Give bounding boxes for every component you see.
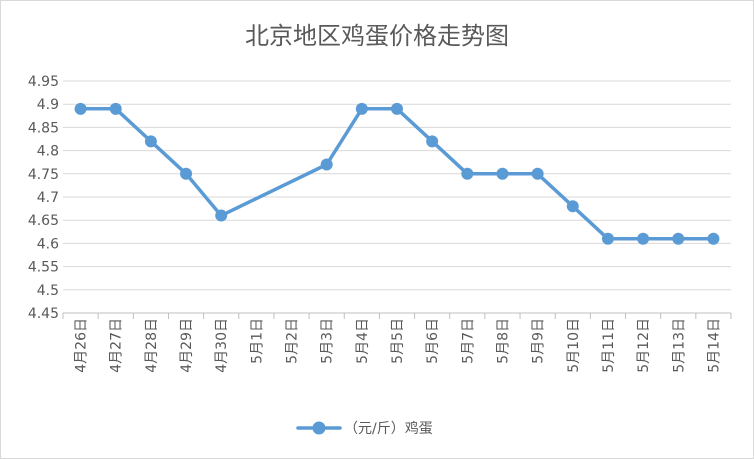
y-tick-label: 4.95: [28, 74, 59, 90]
x-tick-label: 5月3日: [320, 318, 336, 364]
data-point: [672, 232, 685, 245]
legend-label: （元/斤）鸡蛋: [344, 420, 433, 437]
legend: （元/斤）鸡蛋: [296, 420, 433, 437]
y-tick-label: 4.55: [28, 260, 59, 276]
x-tick-label: 5月9日: [531, 318, 547, 364]
legend-marker: [312, 421, 326, 435]
y-tick-label: 4.6: [37, 236, 59, 252]
x-tick-label: 5月14日: [706, 318, 722, 373]
y-axis-ticks: 4.45 4.5 4.55 4.6 4.65 4.7 4.75 4.8 4.85 4.9 4.95: [28, 74, 59, 322]
y-tick-label: 4.65: [28, 213, 59, 229]
x-tick-label: 4月28日: [144, 318, 160, 373]
data-point: [391, 102, 403, 115]
x-tick-label: 5月2日: [285, 318, 301, 364]
data-point: [215, 209, 228, 222]
series-layer: [74, 102, 720, 245]
data-point: [74, 102, 87, 115]
x-tick-label: 4月30日: [214, 318, 230, 373]
x-tick-label: 5月13日: [671, 318, 687, 373]
x-tick-label: 4月29日: [179, 318, 195, 373]
data-point: [144, 135, 157, 148]
x-tick-label: 5月10日: [566, 318, 582, 373]
data-point: [566, 200, 579, 213]
x-tick-label: 5月12日: [636, 318, 652, 373]
y-tick-label: 4.7: [37, 190, 59, 206]
data-point: [355, 102, 368, 115]
chart-title: 北京地区鸡蛋价格走势图: [245, 22, 509, 50]
x-axis-ticks: 4月26日 4月27日 4月28日 4月29日 4月30日 5月1日 5月2日 5月3日 5月4…: [62, 313, 732, 373]
y-tick-label: 4.85: [28, 120, 59, 136]
x-tick-label: 4月27日: [109, 318, 125, 373]
x-tick-label: 5月7日: [460, 318, 476, 364]
data-point: [496, 167, 509, 180]
data-point: [180, 167, 193, 180]
data-point: [707, 232, 720, 245]
x-tick-label: 5月4日: [355, 318, 371, 364]
data-point: [461, 167, 474, 180]
data-point: [531, 167, 544, 180]
data-point: [637, 232, 650, 245]
y-tick-label: 4.45: [28, 306, 59, 322]
y-tick-label: 4.75: [28, 167, 59, 183]
x-tick-label: 5月5日: [390, 318, 406, 364]
x-tick-label: 5月6日: [425, 318, 441, 364]
x-tick-label: 5月8日: [495, 318, 511, 364]
data-point: [109, 102, 122, 115]
data-point: [320, 158, 333, 171]
x-tick-label: 4月26日: [74, 318, 90, 373]
data-point: [426, 135, 439, 148]
y-tick-label: 4.9: [37, 97, 59, 113]
y-tick-label: 4.5: [37, 283, 59, 299]
data-point: [601, 232, 614, 245]
y-tick-label: 4.8: [37, 144, 59, 160]
x-tick-label: 5月11日: [601, 318, 617, 373]
x-tick-label: 5月1日: [249, 318, 265, 364]
